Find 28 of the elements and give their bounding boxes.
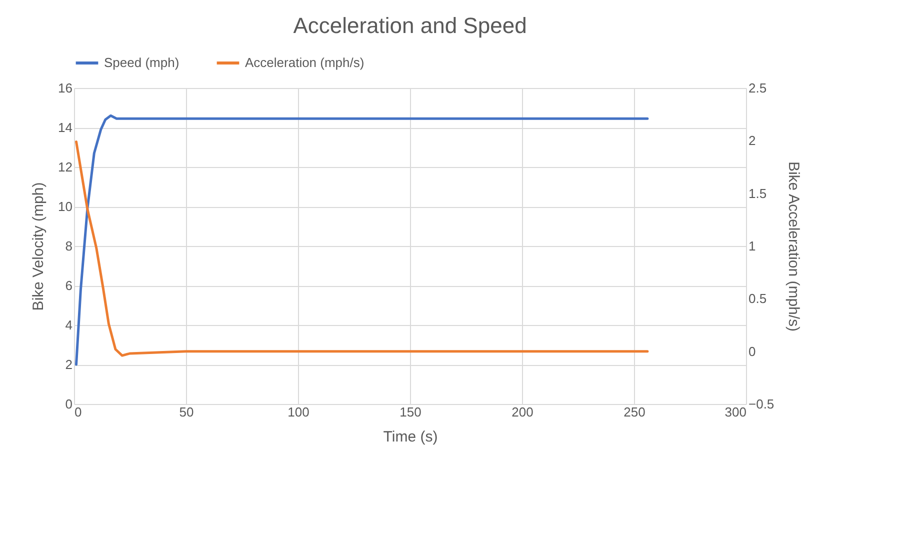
y2-tick-label: −0.5 bbox=[748, 396, 774, 412]
y-tick-label: 14 bbox=[58, 120, 72, 135]
y-tick-label: 16 bbox=[58, 80, 72, 96]
y2-tick-label: 0.5 bbox=[748, 291, 767, 306]
x-tick-label: 200 bbox=[512, 404, 534, 420]
x-tick-label: 50 bbox=[179, 404, 194, 420]
y2-tick-label: 1.5 bbox=[748, 186, 767, 201]
legend-label: Speed (mph) bbox=[104, 55, 180, 70]
y-axis-title: Bike Velocity (mph) bbox=[30, 182, 48, 311]
legend-label: Acceleration (mph/s) bbox=[245, 55, 364, 70]
y2-axis-title: Bike Acceleration (mph/s) bbox=[785, 161, 802, 332]
x-tick-label: 250 bbox=[624, 404, 646, 420]
x-tick-label: 0 bbox=[74, 404, 82, 420]
y-tick-label: 12 bbox=[58, 160, 72, 174]
y2-tick-label: 2.5 bbox=[748, 80, 767, 96]
y-tick-label: 4 bbox=[65, 318, 72, 332]
x-tick-label: 300 bbox=[724, 404, 746, 420]
y-tick-label: 10 bbox=[58, 199, 72, 214]
y-tick-label: 2 bbox=[65, 357, 72, 372]
y2-tick-label: 0 bbox=[748, 344, 756, 359]
y2-tick-label: 2 bbox=[748, 133, 756, 148]
y-tick-label: 8 bbox=[65, 238, 72, 254]
y2-tick-label: 1 bbox=[748, 238, 756, 254]
x-tick-label: 150 bbox=[400, 404, 422, 420]
x-axis-title: Time (s) bbox=[383, 428, 438, 446]
chart-title: Acceleration and Speed bbox=[293, 13, 527, 38]
y-tick-label: 6 bbox=[65, 278, 72, 293]
x-tick-label: 100 bbox=[288, 404, 310, 420]
